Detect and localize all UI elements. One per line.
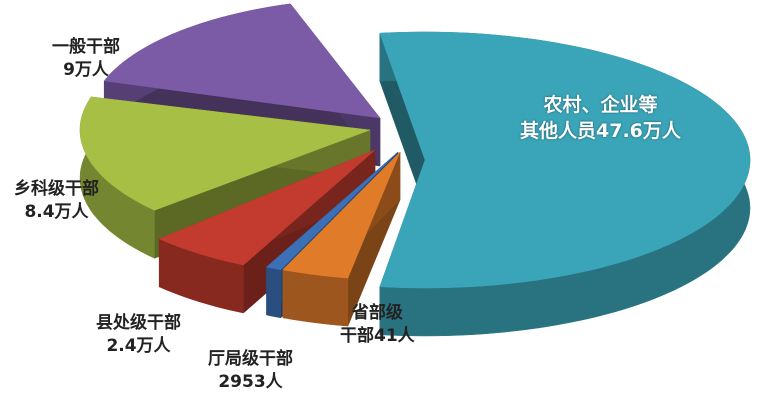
slice-4-top xyxy=(79,96,371,211)
label-provincial: 省部级 干部41人 xyxy=(340,302,415,348)
label-rural-line2: 其他人员47.6万人 xyxy=(520,120,681,142)
label-general-line2: 9万人 xyxy=(63,60,109,80)
label-bureau-line1: 厅局级干部 xyxy=(208,349,293,369)
label-rural: 农村、企业等 其他人员47.6万人 xyxy=(520,92,681,144)
label-general-line1: 一般干部 xyxy=(52,37,120,57)
label-bureau-line2: 2953人 xyxy=(218,372,283,392)
label-bureau: 厅局级干部 2953人 xyxy=(208,348,293,394)
label-rural-line1: 农村、企业等 xyxy=(543,94,658,116)
label-county-line2: 2.4万人 xyxy=(106,336,171,356)
label-township-line1: 乡科级干部 xyxy=(14,179,99,199)
label-county: 县处级干部 2.4万人 xyxy=(96,312,181,358)
slice-2-side xyxy=(266,266,282,319)
label-township: 乡科级干部 8.4万人 xyxy=(14,178,99,224)
slice-1-top xyxy=(282,151,401,279)
slice-3-top xyxy=(158,149,376,266)
label-township-line2: 8.4万人 xyxy=(24,202,89,222)
slice-1-side xyxy=(282,269,349,327)
label-general: 一般干部 9万人 xyxy=(52,36,120,82)
slice-0-top xyxy=(379,31,751,289)
slice-5-top xyxy=(103,3,381,119)
label-provincial-line2: 干部41人 xyxy=(340,326,415,346)
label-provincial-line1: 省部级 xyxy=(351,303,403,323)
label-county-line1: 县处级干部 xyxy=(96,313,181,333)
slice-2-top xyxy=(265,151,399,271)
